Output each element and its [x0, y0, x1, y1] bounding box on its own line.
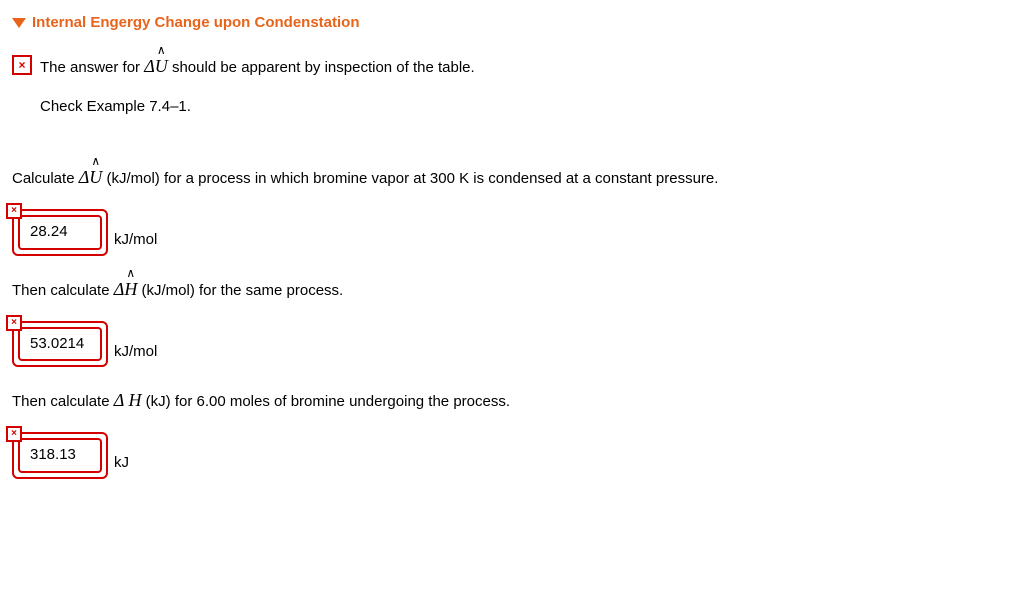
answer-2-input[interactable]: 53.0214 [18, 327, 102, 362]
section-title: Internal Engergy Change upon Condenstati… [32, 12, 360, 35]
q2-pre: Then calculate [12, 282, 114, 299]
q3-post: (kJ) for 6.00 moles of bromine undergoin… [146, 393, 510, 410]
collapse-icon[interactable] [12, 18, 26, 28]
hint-text: The answer for ΔU should be apparent by … [40, 53, 475, 135]
delta-h: Δ H [114, 390, 142, 410]
incorrect-icon: × [6, 203, 22, 219]
answer-3-wrap: × 318.13 [12, 432, 108, 479]
question-2: Then calculate ΔH (kJ/mol) for the same … [12, 276, 1012, 303]
answer-1-wrap: × 28.24 [12, 209, 108, 256]
delta-symbol: ΔU [144, 56, 168, 76]
hint-block: × The answer for ΔU should be apparent b… [12, 53, 1012, 135]
q2-post: (kJ/mol) for the same process. [141, 282, 343, 299]
delta-u-hat: ΔU [79, 167, 103, 187]
answer-1-row: × 28.24 kJ/mol [12, 209, 1012, 256]
incorrect-icon: × [12, 55, 32, 75]
answer-2-wrap: × 53.0214 [12, 321, 108, 368]
answer-2-unit: kJ/mol [114, 341, 157, 368]
section-header[interactable]: Internal Engergy Change upon Condenstati… [12, 12, 1012, 35]
delta-h-hat: ΔH [114, 279, 138, 299]
q3-pre: Then calculate [12, 393, 114, 410]
question-1: Calculate ΔU (kJ/mol) for a process in w… [12, 164, 1012, 191]
incorrect-icon: × [6, 426, 22, 442]
hint-pre: The answer for [40, 59, 144, 76]
answer-3-row: × 318.13 kJ [12, 432, 1012, 479]
answer-2-row: × 53.0214 kJ/mol [12, 321, 1012, 368]
hint-line-2: Check Example 7.4–1. [40, 96, 475, 119]
hint-post: should be apparent by inspection of the … [172, 59, 475, 76]
q1-pre: Calculate [12, 170, 79, 187]
answer-1-input[interactable]: 28.24 [18, 215, 102, 250]
incorrect-icon: × [6, 315, 22, 331]
answer-3-input[interactable]: 318.13 [18, 438, 102, 473]
q1-post: (kJ/mol) for a process in which bromine … [106, 170, 718, 187]
answer-3-unit: kJ [114, 452, 129, 479]
answer-1-unit: kJ/mol [114, 229, 157, 256]
hint-line-1: The answer for ΔU should be apparent by … [40, 53, 475, 80]
question-3: Then calculate Δ H (kJ) for 6.00 moles o… [12, 387, 1012, 414]
